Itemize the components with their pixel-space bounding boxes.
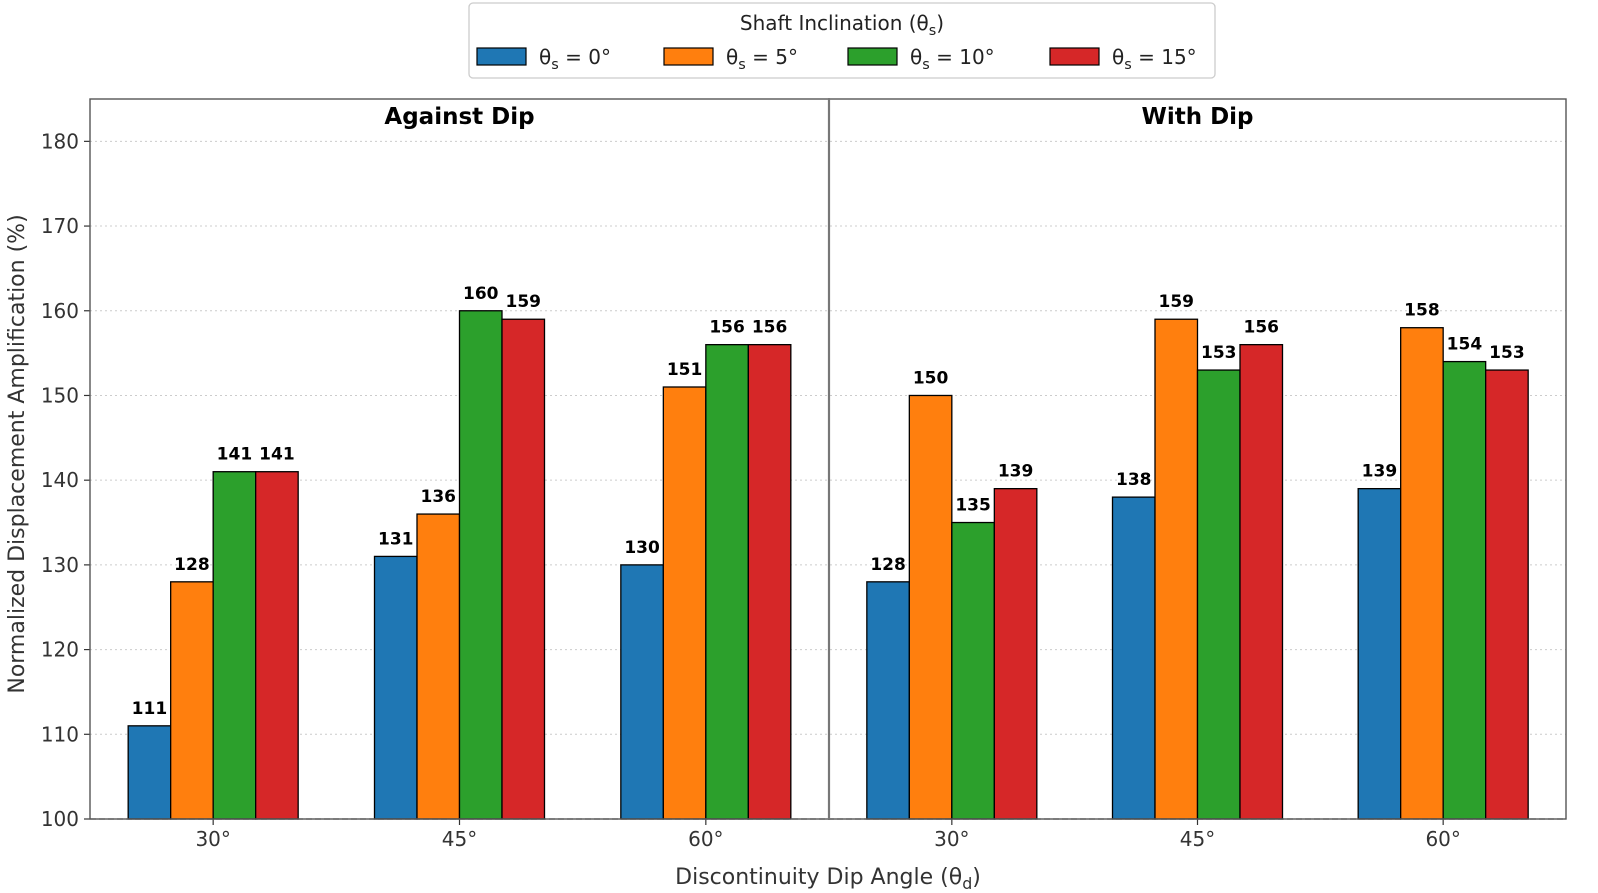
bar-value-label: 136 [421,487,457,507]
bars-layer [127,310,1529,820]
legend-swatch-0 [476,47,527,66]
bar-against-2-3 [747,343,792,820]
x-tick-label: 30° [195,827,230,851]
y-tick-label: 170 [41,214,79,238]
bar-against-0-1 [170,581,214,820]
bar-against-0-3 [255,471,299,820]
bar-with-1-2 [1196,369,1241,820]
bar-value-label: 150 [913,368,949,388]
bar-value-label: 128 [870,555,906,575]
bar-against-2-0 [620,564,664,820]
y-tick-label: 130 [41,553,79,577]
panel-title-against-dip: Against Dip [384,104,534,130]
bar-against-1-2 [458,310,503,820]
bar-value-label: 139 [1362,462,1398,482]
y-tick-label: 180 [41,129,79,153]
legend-swatch-2 [847,47,898,66]
bar-with-0-1 [908,394,953,820]
y-axis-label: Normalized Displacement Amplification (%… [5,214,30,693]
panel-title-with-dip: With Dip [1141,104,1253,130]
bar-value-label: 158 [1404,301,1440,321]
bar-value-label: 139 [998,462,1034,482]
bar-value-label: 138 [1116,470,1152,490]
bar-with-0-3 [993,487,1038,820]
y-tick-label: 120 [41,638,79,662]
bar-value-label: 128 [174,555,210,575]
bar-against-2-2 [705,343,749,820]
legend-entry-label: θs = 0° [539,45,611,73]
bar-value-label: 154 [1447,335,1483,355]
bar-value-label: 151 [667,360,703,380]
bar-with-0-0 [866,581,910,820]
bar-with-2-3 [1485,369,1529,820]
bar-with-2-1 [1400,327,1444,820]
bar-with-1-1 [1154,318,1199,820]
bar-value-label: 135 [955,496,991,516]
x-tick-label: 45° [1180,827,1215,851]
bar-against-2-1 [662,386,707,820]
bar-value-label: 111 [132,699,168,719]
legend-entry-label: θs = 10° [910,45,995,73]
bar-against-1-0 [373,555,418,820]
bar-with-0-2 [951,521,995,820]
bar-with-1-3 [1239,343,1284,820]
bar-value-label: 156 [709,318,745,338]
bar-value-label: 156 [752,318,788,338]
legend-swatch-3 [1049,47,1100,66]
legend-box [468,2,1216,79]
bar-with-2-2 [1442,360,1487,820]
bar-against-0-0 [127,725,172,820]
labels-layer: 100 110 120 130 140 150 160 170 180 111 128 141 141 3… [5,104,1525,893]
legend-entry-label: θs = 15° [1112,45,1197,73]
y-tick-label: 160 [41,299,79,323]
bar-value-label: 159 [506,292,542,312]
x-tick-label: 45° [442,827,477,851]
bar-against-0-2 [212,471,257,820]
bar-value-label: 141 [217,445,253,465]
y-tick-label: 140 [41,468,79,492]
bar-value-label: 160 [463,284,499,304]
x-tick-label: 60° [1425,827,1460,851]
grid-lines [90,140,1566,820]
bar-value-label: 153 [1201,343,1237,363]
bar-value-label: 153 [1489,343,1525,363]
x-tick-label: 60° [688,827,723,851]
bar-against-1-1 [416,513,461,820]
legend-swatch-1 [663,47,714,66]
bar-value-label: 141 [259,445,295,465]
bar-value-label: 130 [624,538,660,558]
y-tick-label: 100 [41,807,79,831]
bar-value-label: 131 [378,529,414,549]
legend-entry-label: θs = 5° [726,45,798,73]
legend: Shaft Inclination (θs) θs = 0° θs = 5° θs =… [468,2,1216,79]
bar-value-label: 156 [1244,318,1280,338]
y-tick-label: 110 [41,722,79,746]
y-tick-label: 150 [41,383,79,407]
bar-against-1-3 [501,318,546,820]
plot-frame [84,98,1567,825]
x-tick-label: 30° [934,827,969,851]
x-axis-label: Discontinuity Dip Angle (θd) [675,865,981,893]
bar-value-label: 159 [1159,292,1195,312]
bar-with-1-0 [1111,496,1156,820]
legend-title: Shaft Inclination (θs) [740,11,944,39]
bar-with-2-0 [1357,487,1402,820]
